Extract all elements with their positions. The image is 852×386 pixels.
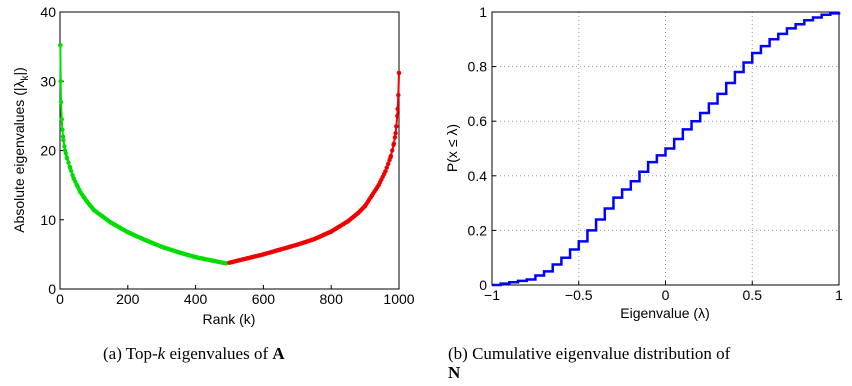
chart-a-point: [391, 141, 397, 146]
chart-a-point: [100, 214, 105, 219]
chart-a-point: [376, 182, 381, 188]
chart-b: −1 −0.5 0 0.5 1 0 0.2 0.4 0.6 0.8 1 Eigenvalue (λ)…: [444, 4, 843, 321]
chart-a-point: [394, 124, 399, 129]
chart-a-point: [193, 254, 198, 260]
chart-a-xtick-label: 1000: [383, 291, 414, 307]
chart-a-point: [71, 176, 76, 181]
chart-b-xtick-label: 1: [835, 287, 843, 303]
chart-a-point: [312, 236, 317, 242]
chart-b-ytick-label: 0: [479, 277, 487, 293]
chart-b-ytick-label: 0.4: [468, 168, 488, 184]
chart-a-point: [84, 199, 90, 204]
chart-a-ytick-label: 0: [48, 281, 56, 297]
chart-a-point: [295, 242, 300, 247]
chart-a-ytick-label: 20: [40, 143, 56, 159]
chart-a-point: [125, 230, 130, 235]
chart-a-point: [58, 99, 64, 105]
chart-a-point: [261, 252, 266, 257]
chart-a-point: [64, 155, 69, 160]
chart-a-point: [108, 220, 114, 225]
chart-a: 0 200 400 600 800 1000 0 10 20 30 40 Rank (k) Abso…: [11, 4, 415, 327]
chart-a-axes-box: [59, 11, 400, 290]
chart-a-point: [345, 218, 351, 224]
chart-a-ylabel: Absolute eigenvalues (|λk|): [11, 67, 31, 233]
chart-a-point: [383, 169, 388, 174]
chart-a-series-line: [229, 72, 400, 264]
chart-a-point: [59, 117, 64, 122]
chart-a-point: [66, 160, 71, 165]
chart-a-point: [142, 237, 147, 243]
chart-a-point: [60, 127, 65, 132]
chart-a-point: [62, 148, 68, 153]
chart-a-point: [369, 193, 375, 198]
chart-a-ytick-label: 10: [40, 212, 56, 228]
chart-b-ytick-label: 0.8: [468, 59, 488, 75]
chart-a-point: [176, 250, 181, 255]
chart-b-ytick-label: 0.6: [468, 113, 488, 129]
caption-a-prefix: (a) Top-: [103, 344, 158, 363]
chart-a-point: [58, 79, 63, 84]
chart-a-point: [329, 229, 334, 234]
chart-a-point: [210, 258, 215, 263]
chart-a-xtick-label: 800: [320, 291, 344, 307]
chart-a-point: [396, 70, 402, 76]
chart-a-xtick-label: 200: [116, 291, 140, 307]
chart-b-cdf-line: [492, 12, 841, 287]
chart-a-point: [78, 189, 83, 195]
chart-a-point: [62, 144, 67, 149]
chart-a-point: [117, 225, 122, 230]
chart-a-point: [388, 155, 393, 160]
chart-a-ytick-label: 40: [40, 4, 56, 20]
chart-a-ytick-label: 30: [40, 73, 56, 89]
chart-a-point: [396, 92, 401, 98]
caption-b-line1: (b) Cumulative eigenvalue distribution o…: [448, 344, 731, 363]
chart-a-point: [384, 165, 389, 170]
chart-a-point: [61, 137, 66, 143]
chart-a-xtick-label: 600: [252, 291, 276, 307]
chart-a-point: [278, 247, 283, 252]
chart-a-point: [60, 134, 66, 139]
chart-a-xlabel: Rank (k): [203, 311, 256, 327]
chart-b-ytick-label: 1: [479, 4, 487, 20]
chart-b-xtick-label: −1: [484, 287, 500, 303]
caption-a: (a) Top-k eigenvalues of A: [103, 343, 423, 365]
chart-b-ytick-label: 0.2: [468, 222, 488, 238]
chart-a-point: [356, 210, 361, 216]
chart-a-point: [385, 161, 391, 167]
chart-a-point: [67, 165, 73, 171]
chart-a-point: [395, 113, 400, 119]
chart-a-point: [227, 260, 232, 265]
caption-a-mid: eigenvalues of: [165, 344, 273, 363]
chart-b-xtick-label: −0.5: [565, 287, 593, 303]
chart-b-ylabel: P(x ≤ λ): [444, 124, 460, 172]
chart-a-point: [81, 194, 86, 200]
chart-a-point: [392, 135, 398, 140]
chart-a-point: [74, 182, 80, 188]
chart-a-point: [223, 261, 229, 266]
chart-a-xtick-label: 0: [56, 291, 64, 307]
chart-a-point: [91, 207, 97, 213]
chart-b-xtick-label: 0: [662, 287, 670, 303]
chart-a-point: [159, 244, 164, 249]
chart-a-point: [58, 43, 63, 48]
chart-b-xtick-label: 0.5: [743, 287, 763, 303]
chart-a-point: [362, 203, 368, 209]
chart-a-series-line: [59, 45, 227, 265]
caption-a-bold: A: [272, 344, 285, 363]
chart-a-xtick-label: 400: [184, 291, 208, 307]
chart-b-xlabel: Eigenvalue (λ): [620, 305, 710, 321]
caption-a-k: k: [157, 344, 166, 363]
caption-b: (b) Cumulative eigenvalue distribution o…: [448, 343, 848, 384]
caption-b-bold: N: [448, 363, 461, 382]
chart-a-point: [88, 203, 93, 209]
chart-a-point: [395, 106, 400, 112]
chart-a-point: [390, 148, 395, 153]
chart-a-point: [244, 256, 249, 261]
chart-a-point: [393, 130, 398, 136]
